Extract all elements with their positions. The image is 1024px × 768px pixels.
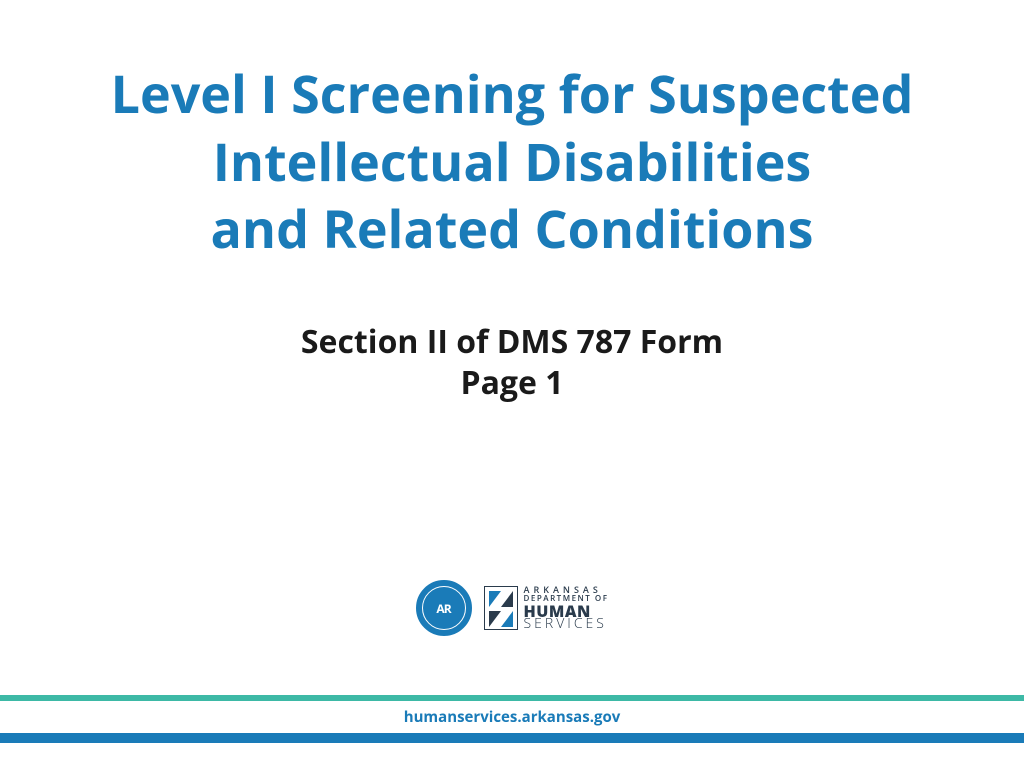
footer: humanservices.arkansas.gov	[0, 695, 1024, 743]
footer-bar-white: humanservices.arkansas.gov	[0, 701, 1024, 733]
title-line-2: Intellectual Disabilities	[20, 128, 1004, 196]
title-line-3: and Related Conditions	[20, 195, 1004, 263]
slide-subtitle: Section II of DMS 787 Form Page 1	[0, 321, 1024, 404]
dhs-text: ARKANSAS DEPARTMENT OF HUMAN SERVICES	[524, 585, 609, 631]
dhs-logo: ARKANSAS DEPARTMENT OF HUMAN SERVICES	[484, 585, 609, 631]
dhs-mark-icon	[484, 586, 518, 630]
subtitle-line-2: Page 1	[0, 362, 1024, 404]
slide-title: Level I Screening for Suspected Intellec…	[0, 0, 1024, 263]
seal-text: AR	[422, 586, 466, 630]
logo-area: AR ARKANSAS DEPARTMENT OF HUMAN SERVICES	[0, 580, 1024, 636]
subtitle-line-1: Section II of DMS 787 Form	[0, 321, 1024, 363]
arkansas-seal-icon: AR	[416, 580, 472, 636]
dhs-services: SERVICES	[524, 617, 609, 631]
footer-url: humanservices.arkansas.gov	[404, 707, 621, 727]
title-line-1: Level I Screening for Suspected	[20, 60, 1004, 128]
footer-bar-blue	[0, 733, 1024, 743]
